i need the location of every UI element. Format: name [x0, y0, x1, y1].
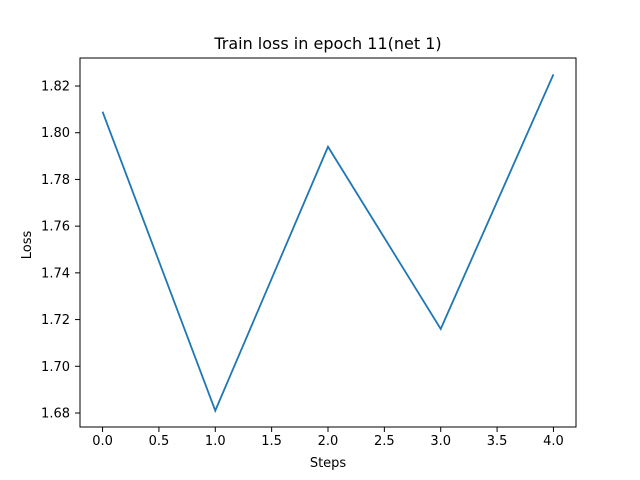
x-tick-label: 0.0 — [92, 434, 113, 449]
y-tick-label: 1.68 — [41, 406, 70, 421]
y-tick-label: 1.82 — [41, 80, 70, 95]
series-group — [101, 73, 555, 414]
chart-title: Train loss in epoch 11(net 1) — [213, 34, 441, 53]
x-tick-label: 3.5 — [487, 434, 508, 449]
x-tick-label: 0.5 — [149, 434, 170, 449]
x-tick-label: 1.5 — [261, 434, 282, 449]
x-tick-label: 3.0 — [430, 434, 451, 449]
plot-area: 0.0 0.5 1.0 1.5 2.0 2.5 3.0 3.5 4.0 1.68 1.70 1.72… — [41, 57, 577, 449]
x-tick-label: 4.0 — [543, 434, 564, 449]
x-tick-label: 2.0 — [318, 434, 339, 449]
x-axis: 0.0 0.5 1.0 1.5 2.0 2.5 3.0 3.5 4.0 — [92, 427, 564, 449]
y-axis-label: Loss — [20, 231, 35, 260]
x-axis-label: Steps — [310, 456, 347, 471]
y-tick-label: 1.80 — [41, 126, 70, 141]
plot-frame — [79, 57, 577, 428]
y-tick-label: 1.70 — [41, 360, 70, 375]
y-tick-label: 1.74 — [41, 266, 70, 281]
x-tick-label: 1.0 — [205, 434, 226, 449]
y-tick-label: 1.76 — [41, 220, 70, 235]
y-axis: 1.68 1.70 1.72 1.74 1.76 1.78 1.80 1.82 — [41, 80, 80, 421]
y-tick-label: 1.72 — [41, 313, 70, 328]
y-tick-label: 1.78 — [41, 173, 70, 188]
x-tick-label: 2.5 — [374, 434, 395, 449]
